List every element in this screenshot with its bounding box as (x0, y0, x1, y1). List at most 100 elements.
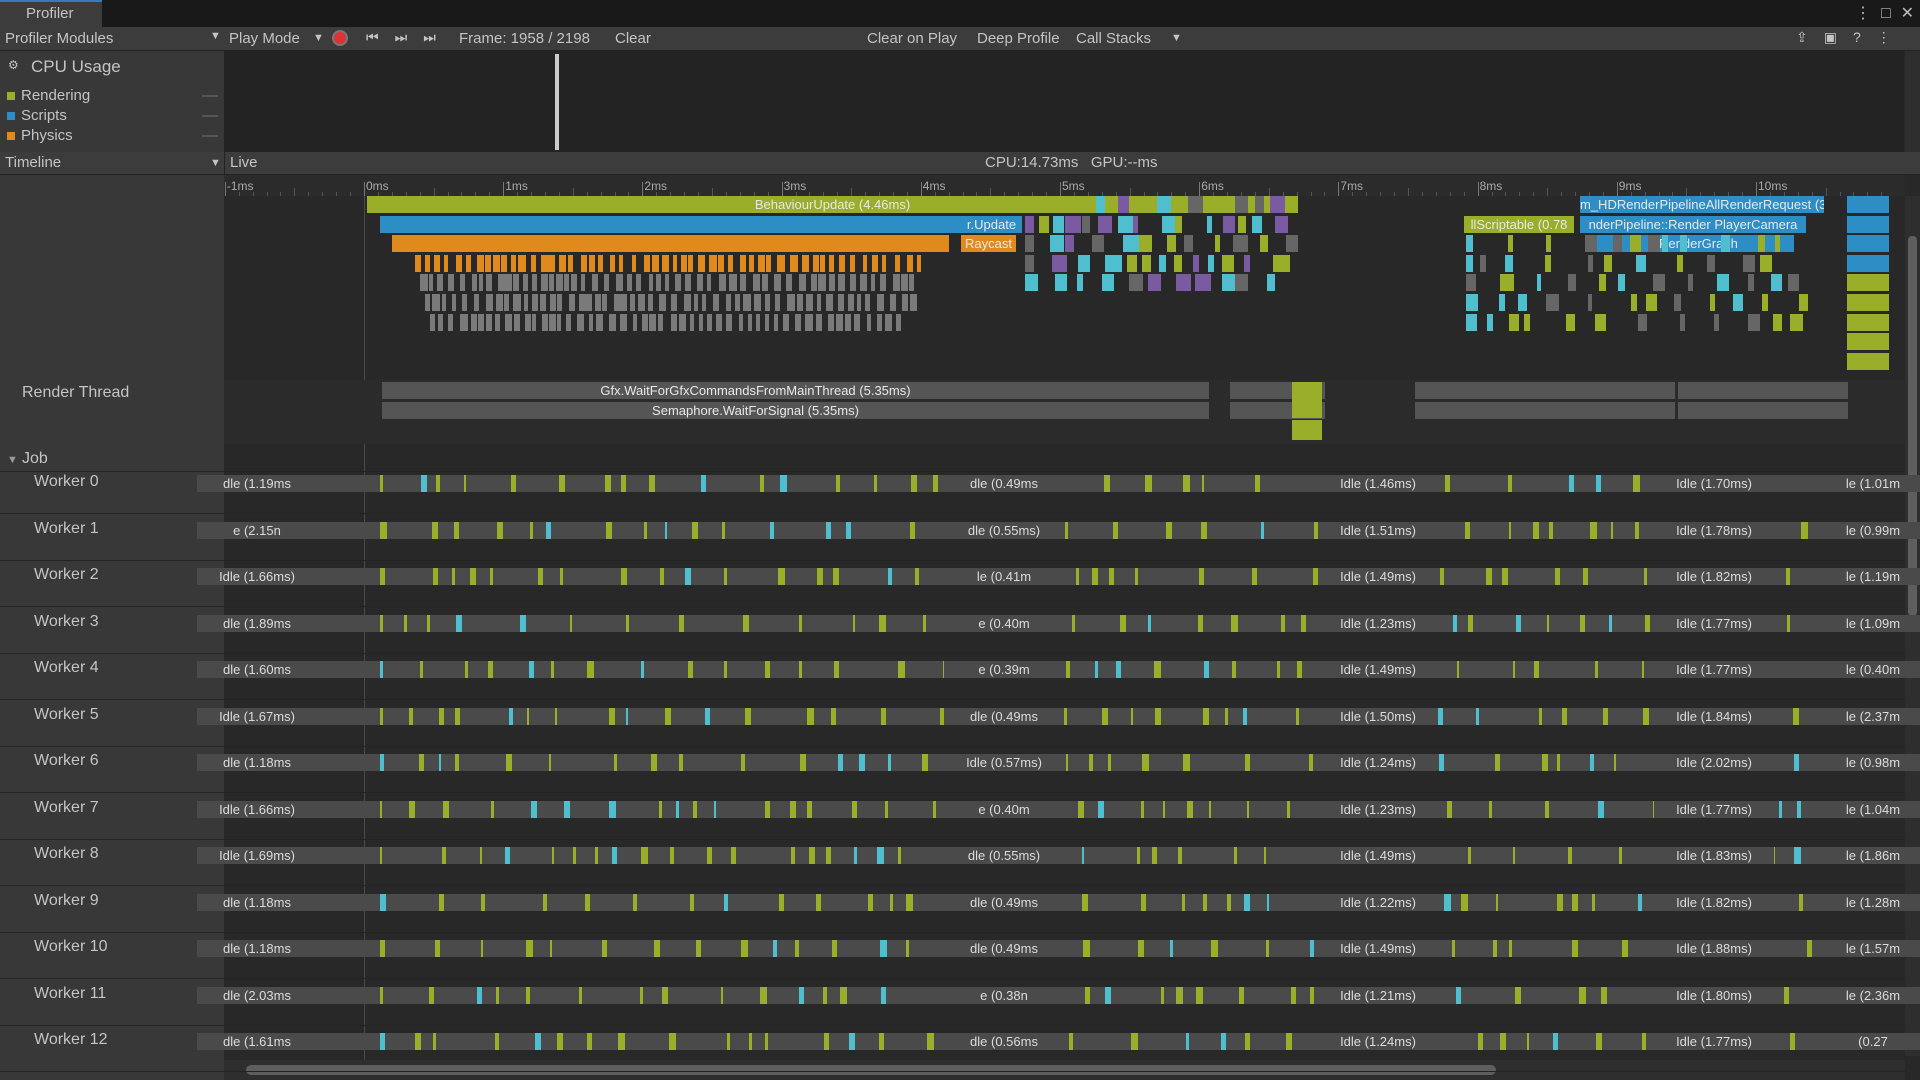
ruler-label: 0ms (366, 179, 389, 193)
sample (1130, 196, 1145, 213)
idle-label: Idle (1.83ms) (1654, 847, 1774, 864)
sample (688, 661, 693, 678)
idle-label: Idle (0.57ms) (944, 754, 1064, 771)
ruler-label: -1ms (226, 179, 254, 193)
sample (650, 754, 657, 771)
sample (1081, 893, 1089, 911)
sample (1160, 986, 1165, 1004)
sample (1466, 235, 1473, 253)
ruler-minor (684, 192, 686, 196)
sample: nderPipeline::Render PlayerCamera (1580, 215, 1806, 233)
ruler-minor (906, 192, 908, 196)
clear-on-play[interactable]: Clear on Play (867, 30, 958, 47)
sample (625, 707, 629, 725)
h-scrollbar (224, 1060, 1905, 1080)
play-mode[interactable]: Play Mode (229, 30, 300, 47)
sample (608, 800, 616, 818)
row-sep (0, 885, 1905, 886)
ruler-minor (1213, 192, 1215, 196)
sample (443, 254, 449, 272)
sample (428, 274, 433, 292)
sample (1141, 893, 1146, 911)
sample (1097, 800, 1105, 818)
sample (827, 313, 834, 331)
sample (838, 274, 846, 292)
ruler-minor (475, 192, 477, 196)
sample (429, 986, 435, 1004)
sample (881, 707, 887, 725)
sample (603, 274, 610, 292)
sample (501, 254, 508, 272)
sample (1733, 294, 1744, 311)
sample (1603, 707, 1609, 725)
sample (859, 274, 868, 292)
idle-label: e (2.15n (197, 521, 317, 539)
idle-label: dle (0.55ms) (944, 847, 1064, 864)
ruler-minor (572, 188, 574, 196)
sample (1025, 235, 1034, 253)
sample (1789, 313, 1803, 331)
sample (825, 521, 831, 539)
sample (535, 1033, 542, 1050)
sample (1076, 274, 1083, 292)
deep-profile[interactable]: Deep Profile (977, 30, 1060, 47)
sample (443, 800, 449, 818)
sample (1174, 215, 1182, 233)
sample (592, 274, 599, 292)
idle-bar (224, 847, 1905, 864)
sample (820, 254, 826, 272)
sample (1270, 196, 1285, 213)
idle-bar (224, 986, 1905, 1004)
sample (1092, 568, 1099, 585)
clear-button[interactable]: Clear (615, 30, 651, 47)
toolbar-icons[interactable]: ⇪▣?⋮ (1796, 29, 1907, 45)
sample (1107, 754, 1111, 771)
sample (1485, 568, 1492, 585)
idle-bar (224, 568, 1905, 585)
sample (1464, 521, 1470, 539)
sample (704, 707, 710, 725)
view-dropdown[interactable]: Timeline (5, 154, 62, 171)
sample (1148, 274, 1162, 292)
ruler-minor (1797, 192, 1799, 196)
sample (523, 294, 529, 311)
sample (921, 754, 928, 771)
sample (829, 254, 835, 272)
sample (636, 274, 641, 292)
sample (632, 313, 637, 331)
thread-name: Worker 7 (34, 798, 99, 816)
record-button[interactable] (332, 30, 348, 46)
ruler-minor (1519, 192, 1521, 196)
sample (380, 893, 386, 911)
ruler-minor (1310, 192, 1312, 196)
idle-label: dle (1.18ms (197, 893, 317, 911)
ruler-minor (350, 192, 352, 196)
frame-nav[interactable]: ⏮⏭⏭ (366, 29, 452, 45)
cpu-graph (224, 51, 1904, 152)
idle-label: Idle (1.51ms) (1318, 521, 1438, 539)
sample (563, 800, 571, 818)
sample (415, 254, 421, 272)
call-stacks[interactable]: Call Stacks (1076, 30, 1152, 47)
sample (1487, 313, 1494, 331)
sample (1195, 274, 1211, 292)
sample (425, 294, 431, 311)
idle-label: Idle (1.78ms) (1654, 521, 1774, 539)
sample (816, 313, 822, 331)
sample (902, 294, 908, 311)
sample (1244, 754, 1250, 771)
ruler-minor (252, 192, 254, 196)
sample (1572, 893, 1579, 911)
sample (1131, 1033, 1138, 1050)
tab[interactable] (0, 0, 102, 29)
sample (742, 614, 749, 632)
ruler-minor (517, 192, 519, 196)
window-controls[interactable]: ⋮□✕ (1855, 5, 1920, 22)
sample (1466, 294, 1479, 311)
ruler-minor (1588, 192, 1590, 196)
sample (565, 313, 572, 331)
sample (494, 1033, 500, 1050)
modules-dropdown[interactable]: Profiler Modules (5, 30, 114, 47)
sample (380, 614, 383, 632)
sample (900, 274, 908, 292)
